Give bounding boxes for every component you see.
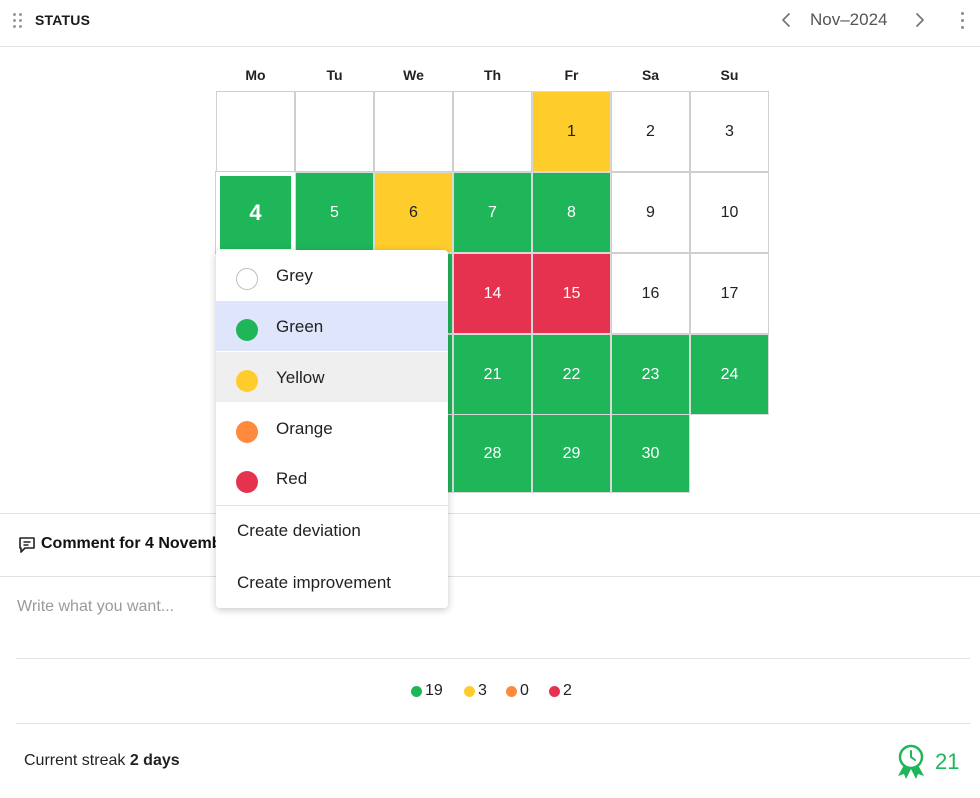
- divider: [0, 513, 980, 514]
- green-circle-icon: [236, 319, 258, 341]
- divider: [0, 576, 980, 577]
- calendar-day[interactable]: 7: [453, 172, 532, 253]
- stat-green: 19: [411, 681, 443, 701]
- calendar-day[interactable]: 1: [532, 91, 611, 172]
- widget-header: STATUS Nov–2024: [0, 0, 980, 47]
- divider: [16, 658, 970, 659]
- stat-orange: 0: [506, 681, 529, 701]
- action-label: Create improvement: [237, 573, 392, 592]
- divider: [16, 723, 970, 724]
- calendar-day[interactable]: 6: [374, 172, 453, 253]
- calendar-empty-cell: [374, 91, 453, 172]
- stat-orange-count: 0: [520, 682, 529, 699]
- calendar-day[interactable]: 29: [532, 414, 611, 493]
- comment-icon: [17, 535, 37, 555]
- status-option-yellow[interactable]: Yellow: [216, 352, 448, 402]
- stat-yellow-count: 3: [478, 682, 487, 699]
- calendar-day[interactable]: 8: [532, 172, 611, 253]
- streak-label: Current streak: [24, 752, 126, 769]
- calendar-day[interactable]: 2: [611, 91, 690, 172]
- option-label: Grey: [276, 266, 313, 285]
- current-streak: Current streak 2 days: [24, 752, 180, 770]
- calendar-day[interactable]: 22: [532, 334, 611, 415]
- badge-count: 21: [935, 749, 960, 774]
- calendar-day[interactable]: 17: [690, 253, 769, 334]
- month-label: Nov–2024: [810, 10, 888, 29]
- calendar-day[interactable]: 24: [690, 334, 769, 415]
- calendar-empty-cell: [295, 91, 374, 172]
- yellow-circle-icon: [236, 370, 258, 392]
- option-label: Orange: [276, 419, 333, 438]
- status-option-grey[interactable]: Grey: [216, 250, 448, 300]
- grey-circle-icon: [236, 268, 258, 290]
- weekday-sa: Sa: [641, 67, 660, 83]
- weekday-su: Su: [720, 67, 739, 83]
- calendar-day[interactable]: 28: [453, 414, 532, 493]
- create-deviation-button[interactable]: Create deviation: [216, 506, 448, 556]
- calendar-day[interactable]: 30: [611, 414, 690, 493]
- streak-value: 2 days: [129, 752, 180, 769]
- calendar-day[interactable]: 21: [453, 334, 532, 415]
- calendar-day[interactable]: 16: [611, 253, 690, 334]
- calendar-day[interactable]: 9: [611, 172, 690, 253]
- stat-green-count: 19: [425, 682, 443, 699]
- yellow-dot-icon: [464, 685, 475, 697]
- status-dropdown-menu: Grey Green Yellow Orange Red Create devi…: [216, 250, 448, 608]
- weekday-tu: Tu: [326, 67, 343, 83]
- comment-input[interactable]: [17, 592, 967, 622]
- calendar-day[interactable]: 15: [532, 253, 611, 334]
- weekday-we: We: [403, 67, 424, 83]
- option-label: Yellow: [276, 368, 325, 387]
- drag-handle-icon[interactable]: [13, 13, 25, 29]
- more-vertical-icon[interactable]: [957, 11, 969, 31]
- stat-red-count: 2: [563, 682, 572, 699]
- action-label: Create deviation: [237, 521, 361, 540]
- award-ribbon-icon: [895, 744, 927, 780]
- option-label: Green: [276, 317, 324, 336]
- orange-dot-icon: [506, 685, 517, 697]
- red-circle-icon: [236, 471, 258, 493]
- chevron-left-icon[interactable]: [778, 9, 796, 31]
- calendar-day[interactable]: 3: [690, 91, 769, 172]
- green-dot-icon: [411, 685, 422, 697]
- calendar-day[interactable]: 23: [611, 334, 690, 415]
- weekday-th: Th: [483, 67, 502, 83]
- weekday-mo: Mo: [245, 67, 266, 83]
- menu-divider: [216, 505, 448, 506]
- calendar-empty-cell: [216, 91, 295, 172]
- status-option-orange[interactable]: Orange: [216, 403, 448, 453]
- red-dot-icon: [549, 685, 560, 697]
- weekday-fr: Fr: [564, 67, 579, 83]
- stat-yellow: 3: [464, 681, 487, 701]
- widget-title: STATUS: [35, 12, 91, 28]
- option-label: Red: [276, 469, 308, 488]
- status-option-red[interactable]: Red: [216, 453, 448, 503]
- calendar-day[interactable]: 10: [690, 172, 769, 253]
- status-option-green[interactable]: Green: [216, 301, 448, 351]
- stat-red: 2: [549, 681, 572, 701]
- calendar-day-selected[interactable]: 4: [215, 171, 296, 254]
- orange-circle-icon: [236, 421, 258, 443]
- calendar-day[interactable]: 5: [295, 172, 374, 253]
- comment-title: Comment for 4 November: [41, 535, 237, 552]
- calendar-day[interactable]: 14: [453, 253, 532, 334]
- chevron-right-icon[interactable]: [910, 9, 928, 31]
- create-improvement-button[interactable]: Create improvement: [216, 558, 448, 608]
- calendar-empty-cell: [453, 91, 532, 172]
